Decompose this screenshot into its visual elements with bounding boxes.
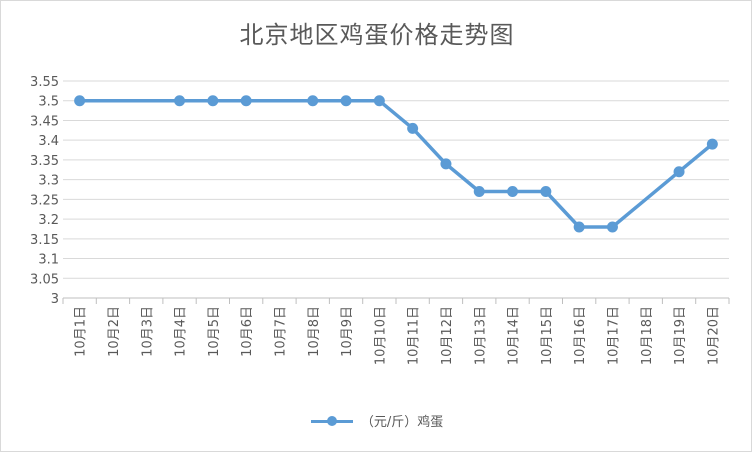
x-tick-label: 10月8日 (307, 306, 322, 357)
data-point (307, 95, 319, 107)
legend: （元/斤）鸡蛋 (1, 411, 752, 430)
data-point (207, 95, 219, 107)
x-tick-label: 10月14日 (507, 306, 522, 365)
x-tick-label: 10月13日 (473, 306, 488, 365)
x-tick-label: 10月7日 (273, 306, 288, 357)
x-tick-label: 10月9日 (340, 306, 355, 357)
y-tick-label: 3.55 (30, 75, 59, 90)
series-line (79, 98, 714, 229)
data-point (340, 95, 352, 107)
y-tick-label: 3 (51, 292, 59, 307)
data-point (473, 185, 485, 197)
x-tick-label: 10月6日 (240, 306, 255, 357)
y-tick-label: 3.45 (30, 114, 59, 129)
chart-title: 北京地区鸡蛋价格走势图 (239, 21, 515, 49)
x-tick-label: 10月4日 (174, 306, 189, 357)
legend-label: （元/斤）鸡蛋 (360, 415, 444, 430)
x-tick-label: 10月2日 (107, 306, 122, 357)
data-point (673, 166, 685, 178)
data-point (540, 185, 552, 197)
x-tick-label: 10月11日 (407, 306, 422, 365)
data-point (440, 158, 452, 170)
data-point (373, 95, 385, 107)
data-point (407, 122, 419, 134)
data-point (74, 95, 86, 107)
x-tick-label: 10月16日 (573, 306, 588, 365)
y-tick-label: 3.4 (38, 134, 59, 149)
y-tick-label: 3.3 (38, 174, 59, 189)
data-point (174, 95, 186, 107)
x-tick-label: 10月1日 (74, 306, 89, 357)
data-point (507, 185, 519, 197)
y-tick-label: 3.05 (30, 272, 59, 287)
data-point (240, 95, 252, 107)
x-tick-label: 10月18日 (640, 306, 655, 365)
y-tick-label: 3.15 (30, 233, 59, 248)
data-point (573, 221, 585, 233)
x-tick-label: 10月12日 (440, 306, 455, 365)
y-tick-label: 3.5 (38, 95, 59, 110)
x-tick-label: 10月5日 (207, 306, 222, 357)
y-tick-label: 3.2 (38, 213, 59, 228)
data-point (706, 138, 718, 150)
x-tick-label: 10月10日 (373, 306, 388, 365)
legend-swatch (310, 415, 353, 427)
x-tick-label: 10月15日 (540, 306, 555, 365)
y-tick-label: 3.25 (30, 193, 59, 208)
x-tick-label: 10月17日 (606, 306, 621, 365)
x-tick-label: 10月3日 (140, 306, 155, 357)
x-tick-label: 10月20日 (706, 306, 721, 365)
y-tick-label: 3.35 (30, 154, 59, 169)
data-point (606, 221, 618, 233)
x-tick-label: 10月19日 (673, 306, 688, 365)
y-tick-label: 3.1 (38, 253, 59, 268)
